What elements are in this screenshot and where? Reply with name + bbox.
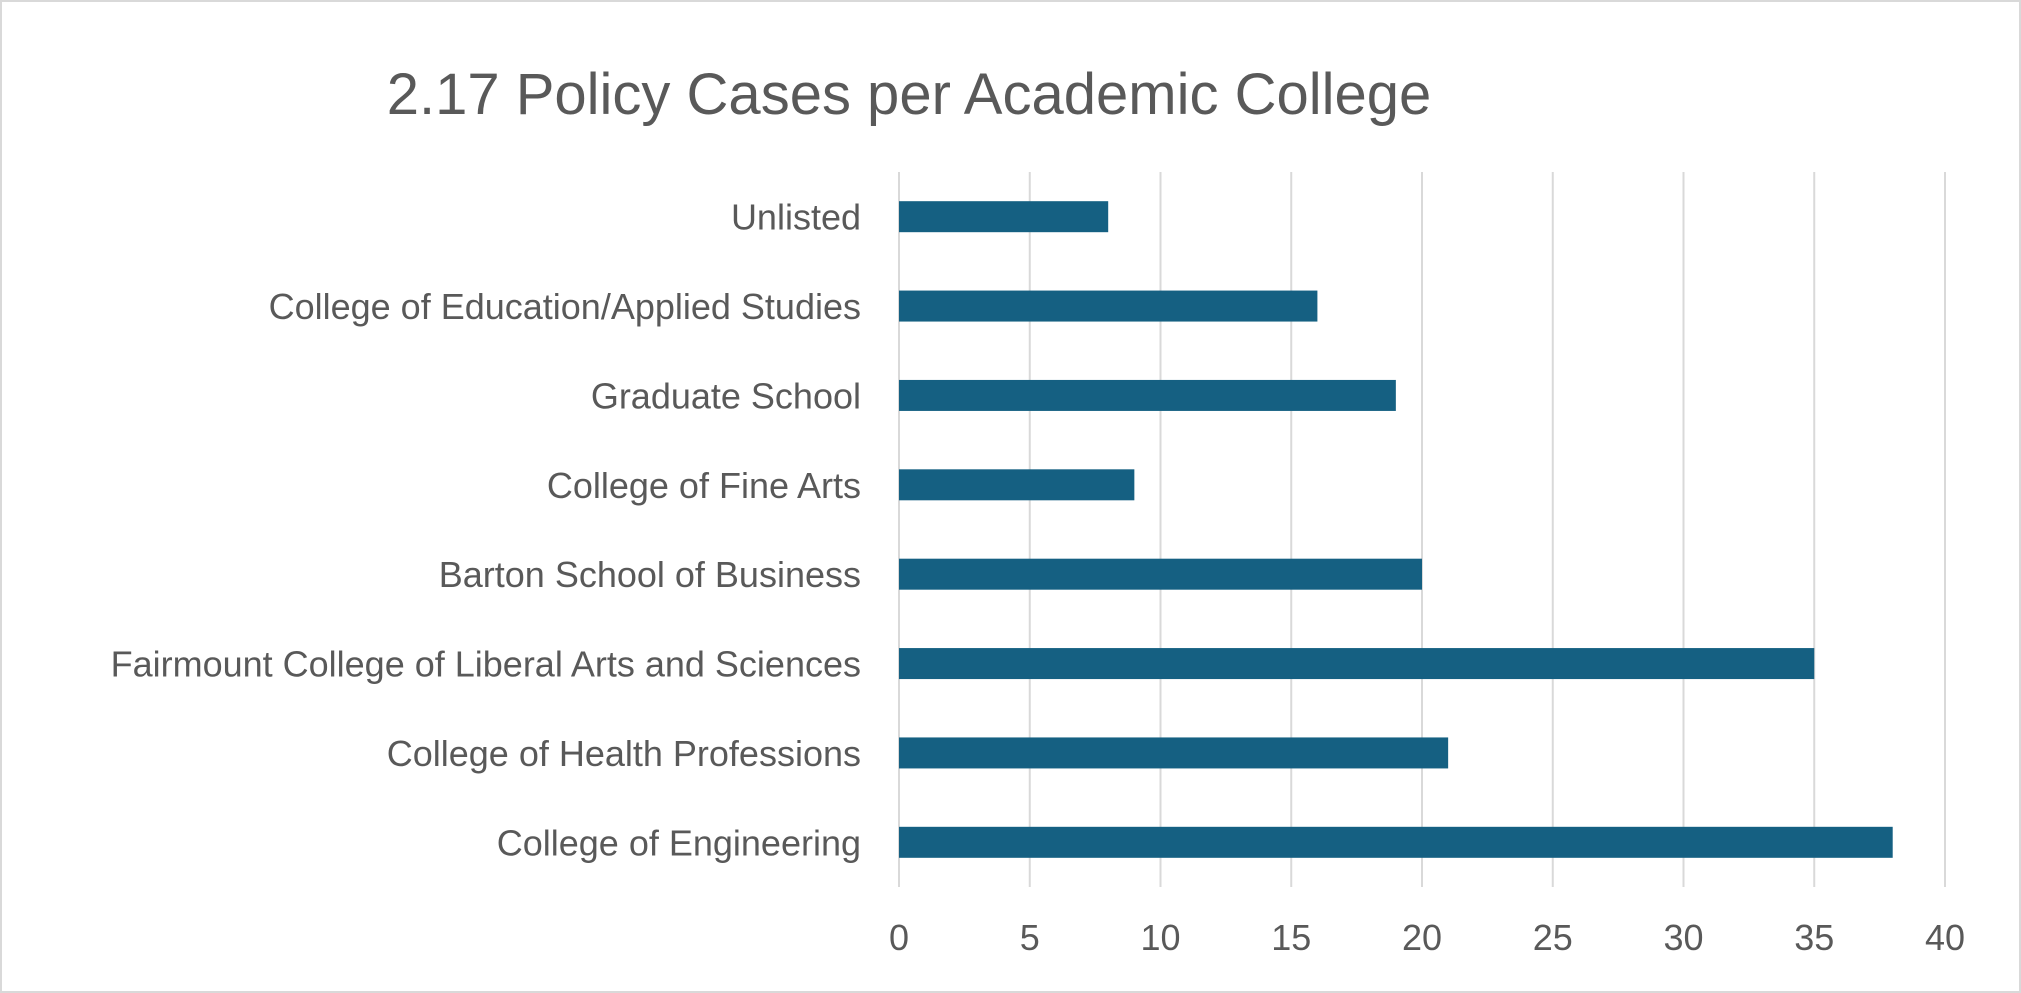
- category-labels: Unlisted College of Education/Applied Stu…: [111, 197, 861, 864]
- x-tick-label: 35: [1794, 917, 1834, 958]
- bar: [899, 201, 1109, 233]
- category-label: Barton School of Business: [439, 554, 861, 595]
- x-tick-label: 20: [1402, 917, 1442, 958]
- category-label: College of Fine Arts: [547, 465, 861, 506]
- bars: [899, 201, 1893, 858]
- category-label: Fairmount College of Liberal Arts and Sc…: [111, 644, 861, 685]
- chart-title: 2.17 Policy Cases per Academic College: [387, 62, 1432, 127]
- x-tick-label: 5: [1020, 917, 1040, 958]
- x-tick-label: 25: [1533, 917, 1573, 958]
- x-tick-label: 10: [1140, 917, 1180, 958]
- x-tick-label: 0: [889, 917, 909, 958]
- category-label: Unlisted: [731, 197, 861, 238]
- x-tick-label: 30: [1663, 917, 1703, 958]
- x-tick-label: 15: [1271, 917, 1311, 958]
- bar: [899, 826, 1893, 858]
- gridlines: [898, 172, 1946, 887]
- category-label: College of Engineering: [497, 822, 861, 863]
- category-label: Graduate School: [591, 375, 861, 416]
- x-axis-tick-labels: 0 5 10 15 20 25 30 35 40: [889, 917, 1965, 958]
- bar: [899, 469, 1135, 501]
- bar: [899, 737, 1449, 769]
- bar: [899, 290, 1318, 322]
- bar: [899, 558, 1422, 590]
- category-label: College of Education/Applied Studies: [269, 286, 861, 327]
- category-label: College of Health Professions: [387, 733, 861, 774]
- bar: [899, 648, 1815, 680]
- x-tick-label: 40: [1925, 917, 1965, 958]
- bar: [899, 379, 1396, 411]
